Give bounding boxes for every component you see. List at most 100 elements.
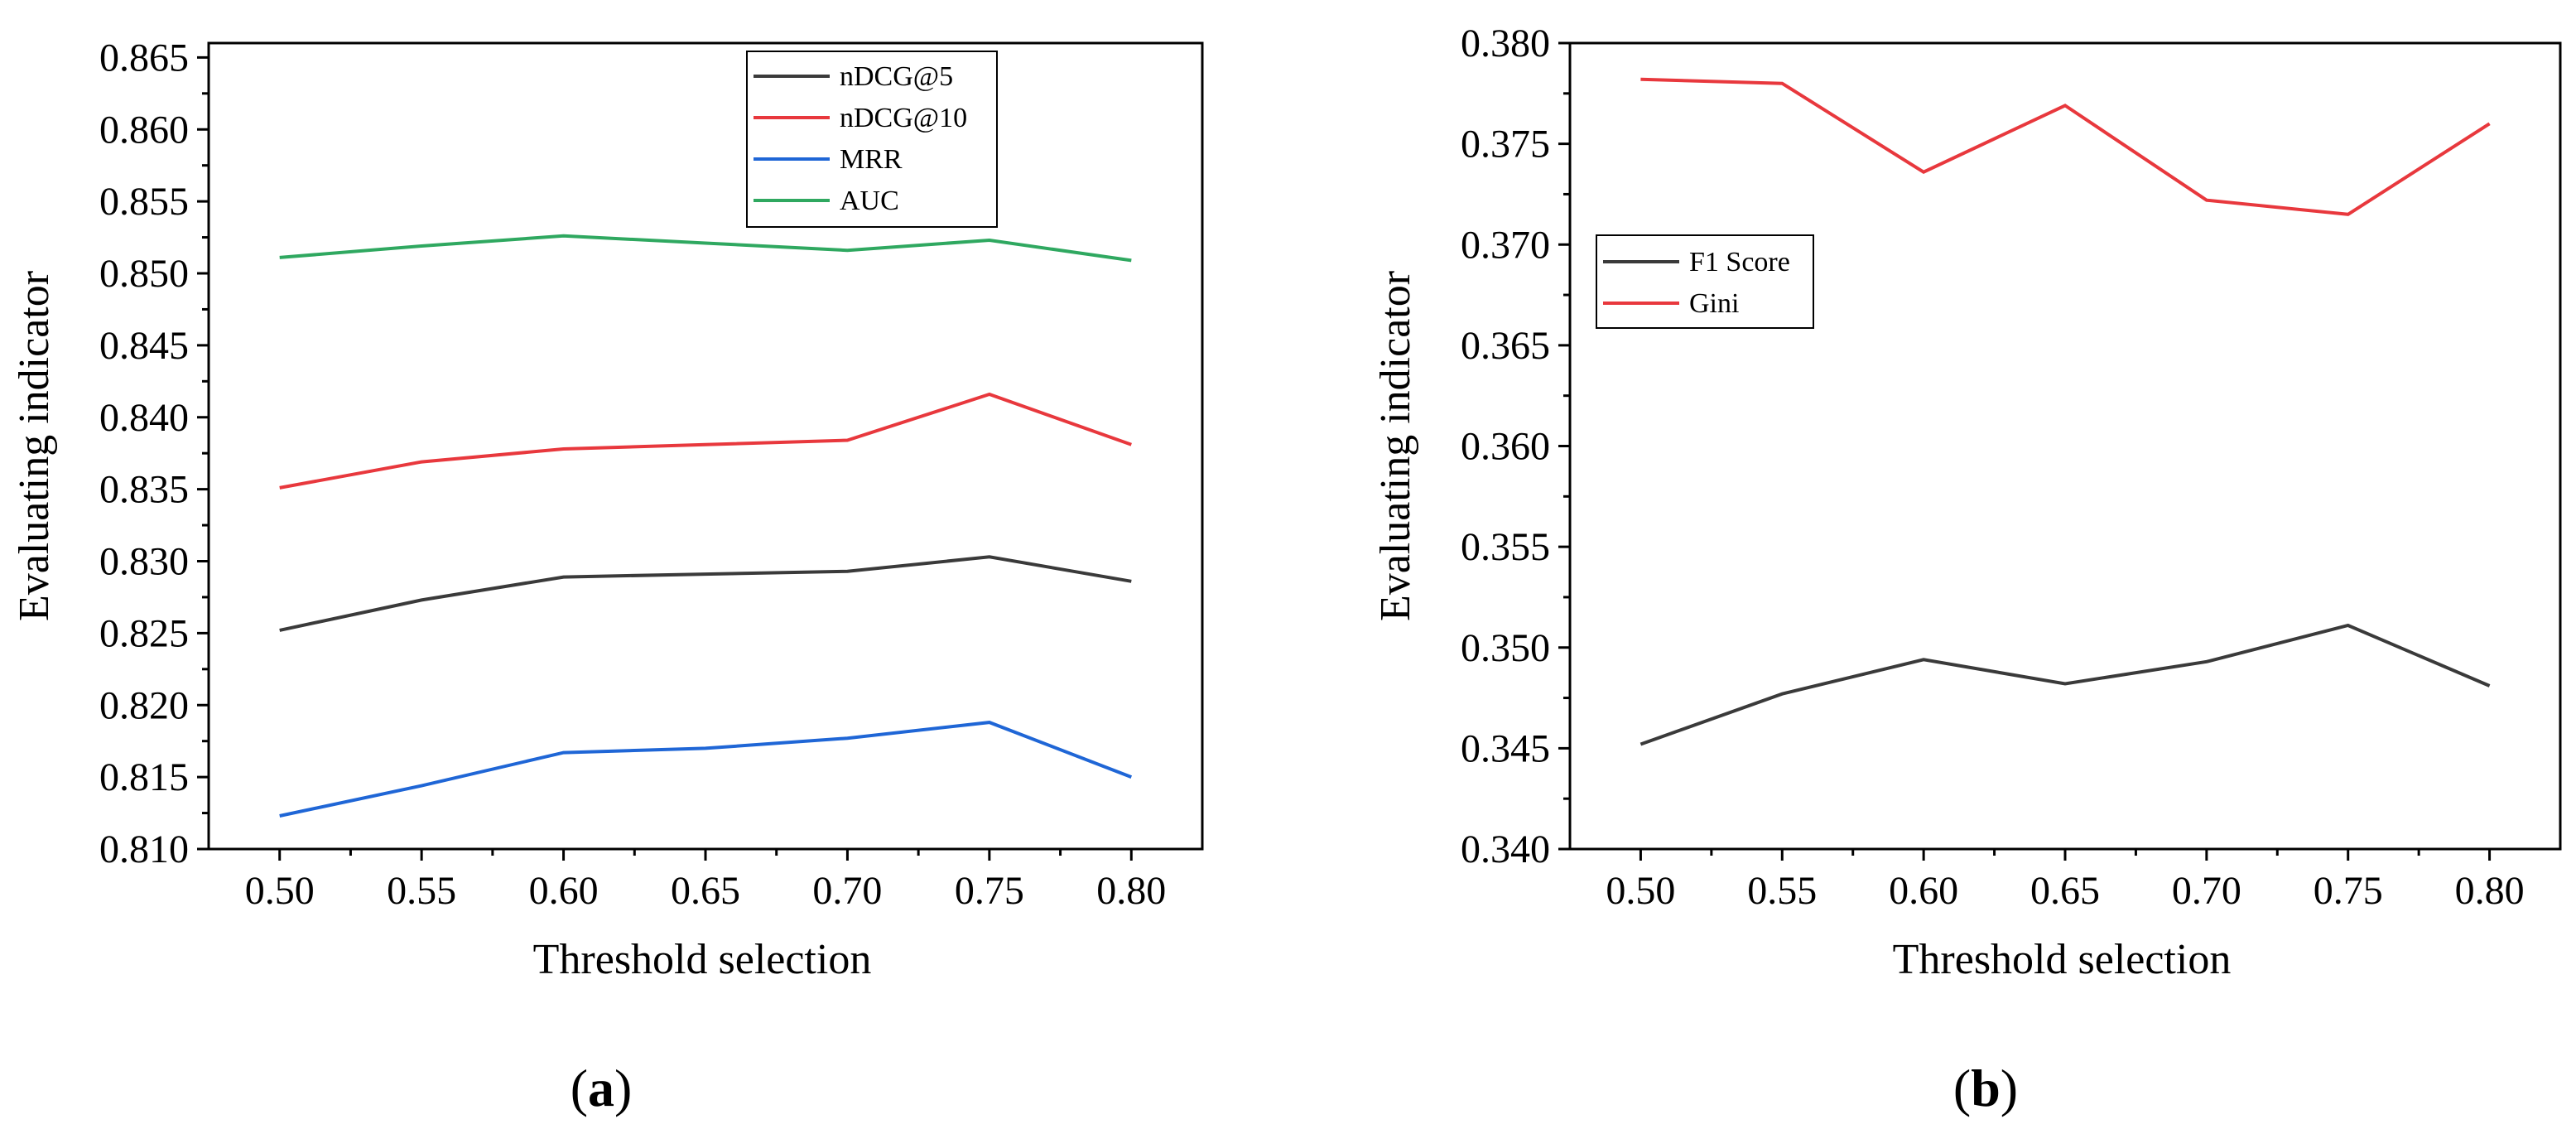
y-tick-label: 0.810: [99, 827, 189, 871]
panel-label-close: ): [2001, 1059, 2018, 1117]
data-point-ndcg-5: [277, 628, 282, 633]
y-tick-label: 0.835: [99, 468, 189, 512]
y-tick-label: 0.855: [99, 180, 189, 224]
y-tick-label: 0.850: [99, 252, 189, 296]
series-line-ndcg-5: [279, 555, 1132, 632]
series-line-f1-score: [1639, 623, 2491, 746]
x-tick-label: 0.75: [955, 869, 1024, 913]
data-point-mrr: [1129, 774, 1134, 779]
data-point-f1-score: [2204, 659, 2209, 664]
data-point-ndcg-10: [845, 438, 850, 443]
data-point-mrr: [561, 750, 566, 755]
data-point-f1-score: [2063, 682, 2068, 687]
x-tick-label: 0.55: [1747, 869, 1817, 913]
data-point-mrr: [845, 736, 850, 741]
data-point-ndcg-10: [561, 446, 566, 451]
y-tick-label: 0.840: [99, 396, 189, 440]
legend-label-ndcg-5: nDCG@5: [840, 61, 953, 92]
y-tick-label: 0.375: [1461, 123, 1550, 166]
data-point-ndcg-5: [419, 597, 424, 602]
data-point-ndcg-10: [703, 442, 708, 447]
data-point-ndcg-5: [561, 575, 566, 580]
data-point-ndcg-5: [1129, 579, 1134, 584]
series-line-mrr: [279, 721, 1133, 818]
legend-box: [746, 51, 998, 228]
y-tick-label: 0.345: [1461, 726, 1550, 770]
data-point-f1-score: [2487, 683, 2492, 688]
chart-a: 0.810 0.815 0.820 0.825 0.830 0.835 0.840 0.845…: [11, 36, 1204, 1117]
y-axis-title: Evaluating indicator: [1372, 271, 1419, 621]
panel-label-letter: a: [588, 1059, 614, 1117]
data-point-mrr: [987, 720, 992, 725]
y-tick-label: 0.350: [1461, 626, 1550, 670]
panel-label-open: (: [571, 1059, 588, 1117]
data-point-f1-score: [2346, 623, 2351, 628]
plot-frame: [1568, 41, 2562, 851]
data-point-auc: [1129, 258, 1134, 263]
data-point-auc: [987, 238, 992, 243]
y-axis-title: Evaluating indicator: [11, 271, 58, 621]
x-tick-label: 0.65: [671, 869, 740, 913]
data-point-gini: [1921, 170, 1926, 175]
data-point-gini: [2204, 198, 2209, 203]
data-point-auc: [419, 244, 424, 248]
legend-label-gini: Gini: [1689, 288, 1739, 319]
y-tick-label: 0.830: [99, 540, 189, 584]
panel-label-letter: b: [1971, 1059, 2001, 1117]
data-point-ndcg-5: [987, 554, 992, 559]
legend-label-f1-score: F1 Score: [1689, 247, 1790, 277]
data-point-gini: [2346, 212, 2351, 217]
x-tick-label: 0.80: [2455, 869, 2525, 913]
data-point-mrr: [277, 813, 282, 818]
data-point-gini: [1638, 77, 1643, 82]
data-point-auc: [561, 234, 566, 239]
legend: F1 Score Gini: [1596, 234, 1814, 329]
x-tick-label: 0.70: [2172, 869, 2241, 913]
y-tick-label: 0.370: [1461, 223, 1550, 267]
data-point-gini: [2487, 121, 2492, 126]
y-tick-label: 0.355: [1461, 525, 1550, 569]
y-tick-label: 0.360: [1461, 425, 1550, 469]
data-point-f1-score: [1921, 657, 1926, 662]
y-tick-label: 0.860: [99, 108, 189, 152]
x-tick-label: 0.80: [1096, 869, 1166, 913]
data-point-f1-score: [1638, 742, 1643, 747]
panel-label: (b): [1953, 1059, 2018, 1117]
data-point-gini: [2063, 103, 2068, 108]
x-tick-label: 0.70: [812, 869, 882, 913]
data-point-ndcg-10: [1129, 442, 1134, 447]
y-tick-label: 0.820: [99, 683, 189, 727]
data-point-auc: [703, 241, 708, 246]
x-axis-title: Threshold selection: [1893, 936, 2232, 983]
data-point-gini: [1779, 81, 1784, 86]
x-axis-title: Threshold selection: [533, 936, 872, 983]
data-point-auc: [277, 255, 282, 260]
legend-label-ndcg-10: nDCG@10: [840, 103, 967, 133]
data-point-f1-score: [1779, 692, 1784, 697]
chart-b: 0.340 0.345 0.350 0.355 0.360 0.365 0.370 0.375…: [1372, 22, 2562, 1117]
panel-label-open: (: [1953, 1059, 1971, 1117]
x-tick-label: 0.60: [529, 869, 599, 913]
series-line-auc: [279, 234, 1132, 263]
y-tick-label: 0.815: [99, 755, 189, 799]
x-tick-label: 0.65: [2030, 869, 2100, 913]
data-point-mrr: [419, 784, 424, 789]
x-tick-label: 0.55: [387, 869, 456, 913]
legend: nDCG@5 nDCG@10 MRR AUC: [746, 51, 998, 228]
y-tick-label: 0.380: [1461, 22, 1550, 65]
x-tick-label: 0.75: [2314, 869, 2383, 913]
legend-label-auc: AUC: [840, 186, 899, 216]
panel-label-close: ): [614, 1059, 632, 1117]
x-tick-label: 0.50: [245, 869, 315, 913]
y-tick-label: 0.365: [1461, 324, 1550, 368]
series-line-ndcg-10: [279, 392, 1132, 490]
y-tick-label: 0.825: [99, 611, 189, 655]
data-point-ndcg-10: [419, 460, 424, 465]
y-tick-label: 0.845: [99, 324, 189, 368]
data-point-ndcg-5: [845, 569, 850, 574]
data-point-mrr: [703, 745, 708, 750]
series-line-gini: [1640, 77, 2491, 216]
x-tick-label: 0.60: [1889, 869, 1958, 913]
data-point-ndcg-10: [987, 392, 992, 397]
